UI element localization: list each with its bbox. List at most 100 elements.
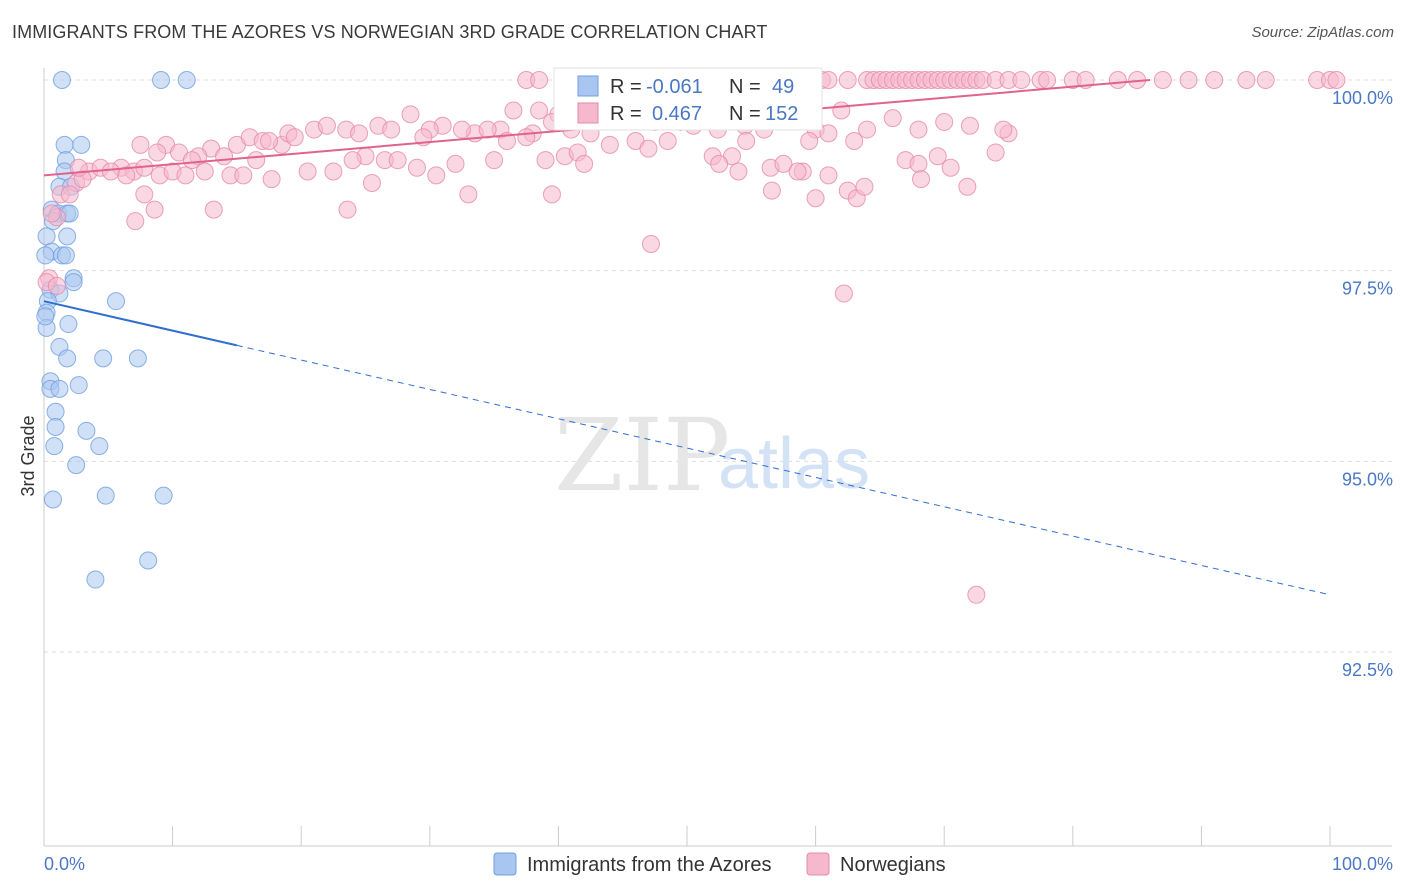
legend-label-azores: Immigrants from the Azores: [527, 854, 772, 876]
point-1-99: [452, 120, 471, 139]
point-0-40: [45, 437, 64, 456]
point-1-157: [117, 166, 136, 185]
point-1-42: [1179, 71, 1198, 89]
point-1-73: [960, 116, 979, 135]
point-1-176: [641, 234, 660, 253]
point-0-15: [58, 227, 77, 246]
point-0-31: [94, 349, 113, 368]
point-1-100: [478, 120, 497, 139]
y-tick-labels: 100.0% 97.5% 95.0% 92.5%: [1332, 88, 1393, 680]
point-1-130: [639, 139, 658, 158]
point-1-179: [994, 120, 1013, 139]
point-1-95: [350, 124, 369, 143]
point-1-140: [909, 154, 928, 173]
point-1-70: [883, 109, 902, 128]
legend-label-norwegians: Norwegians: [840, 854, 946, 876]
point-1-172: [338, 200, 357, 219]
point-1-122: [407, 158, 426, 177]
point-0-19: [36, 246, 55, 265]
point-1-121: [388, 151, 407, 170]
point-1-79: [504, 101, 523, 120]
point-1-137: [819, 166, 838, 185]
point-0-36: [50, 379, 69, 398]
point-1-68: [832, 101, 851, 120]
x-tick-label-0: 0.0%: [44, 854, 85, 874]
point-1-129: [600, 135, 619, 154]
point-1-133: [729, 162, 748, 181]
point-1-169: [542, 185, 561, 204]
point-0-34: [69, 376, 88, 395]
point-1-147: [148, 143, 167, 162]
point-1-191: [986, 143, 1005, 162]
point-1-177: [788, 162, 807, 181]
stats-n-label-azores: N =: [729, 76, 761, 98]
point-1-69: [858, 120, 877, 139]
point-1-183: [806, 189, 825, 208]
point-0-0: [53, 71, 72, 89]
point-0-30: [58, 349, 77, 368]
point-1-115: [247, 151, 266, 170]
point-1-89: [800, 132, 819, 151]
point-0-46: [139, 551, 158, 570]
point-1-141: [941, 158, 960, 177]
point-0-32: [128, 349, 147, 368]
point-1-158: [234, 166, 253, 185]
point-1-39: [1108, 71, 1127, 89]
point-0-39: [77, 421, 96, 440]
point-1-43: [1205, 71, 1224, 89]
point-0-43: [44, 490, 63, 509]
y-tick-label-3: 92.5%: [1342, 660, 1393, 680]
point-1-55: [530, 101, 549, 120]
point-0-47: [86, 570, 105, 589]
point-1-135: [774, 154, 793, 173]
point-1-118: [324, 162, 343, 181]
point-0-3: [55, 135, 74, 154]
point-1-171: [204, 200, 223, 219]
stats-swatch-azores: [577, 75, 599, 97]
point-1-146: [131, 135, 150, 154]
stats-r-value-azores: -0.061: [646, 76, 703, 98]
point-0-41: [90, 437, 109, 456]
stats-r-label-norwegians: R =: [610, 103, 642, 125]
stats-r-value-norwegians: 0.467: [652, 103, 702, 125]
point-0-48: [36, 307, 55, 326]
point-1-165: [262, 170, 281, 189]
point-1-86: [658, 132, 677, 151]
point-1-173: [126, 212, 145, 231]
watermark-atlas: atlas: [718, 424, 870, 504]
point-1-116: [260, 132, 279, 151]
point-1-125: [536, 151, 555, 170]
point-1-184: [710, 154, 729, 173]
point-0-44: [96, 486, 115, 505]
point-1-36: [1038, 71, 1057, 89]
point-1-186: [834, 284, 853, 303]
point-1-194: [47, 276, 66, 295]
point-0-18: [56, 246, 75, 265]
point-1-182: [855, 177, 874, 196]
point-1-167: [427, 166, 446, 185]
point-1-187: [967, 585, 986, 604]
point-1-75: [401, 105, 420, 124]
point-0-4: [72, 135, 91, 154]
point-1-168: [459, 185, 478, 204]
series-1-points: [37, 71, 1346, 604]
source-label: Source: ZipAtlas.com: [1251, 24, 1394, 41]
stats-swatch-norwegians: [577, 102, 599, 124]
y-tick-label-2: 95.0%: [1342, 469, 1393, 489]
legend-swatch-norwegians: [806, 852, 830, 876]
point-1-90: [819, 124, 838, 143]
point-0-27: [59, 315, 78, 334]
stats-r-label-azores: R =: [610, 76, 642, 98]
bottom-legend: Immigrants from the Azores Norwegians: [493, 852, 946, 876]
point-0-38: [46, 418, 65, 437]
point-0-45: [154, 486, 173, 505]
point-1-128: [575, 154, 594, 173]
point-1-72: [935, 112, 954, 131]
y-tick-label-1: 97.5%: [1342, 279, 1393, 299]
legend-swatch-azores: [493, 852, 517, 876]
stats-n-value-azores: 49: [772, 76, 794, 98]
point-1-123: [446, 154, 465, 173]
stats-n-label-norwegians: N =: [729, 103, 761, 125]
point-1-180: [928, 147, 947, 166]
point-1-91: [845, 132, 864, 151]
